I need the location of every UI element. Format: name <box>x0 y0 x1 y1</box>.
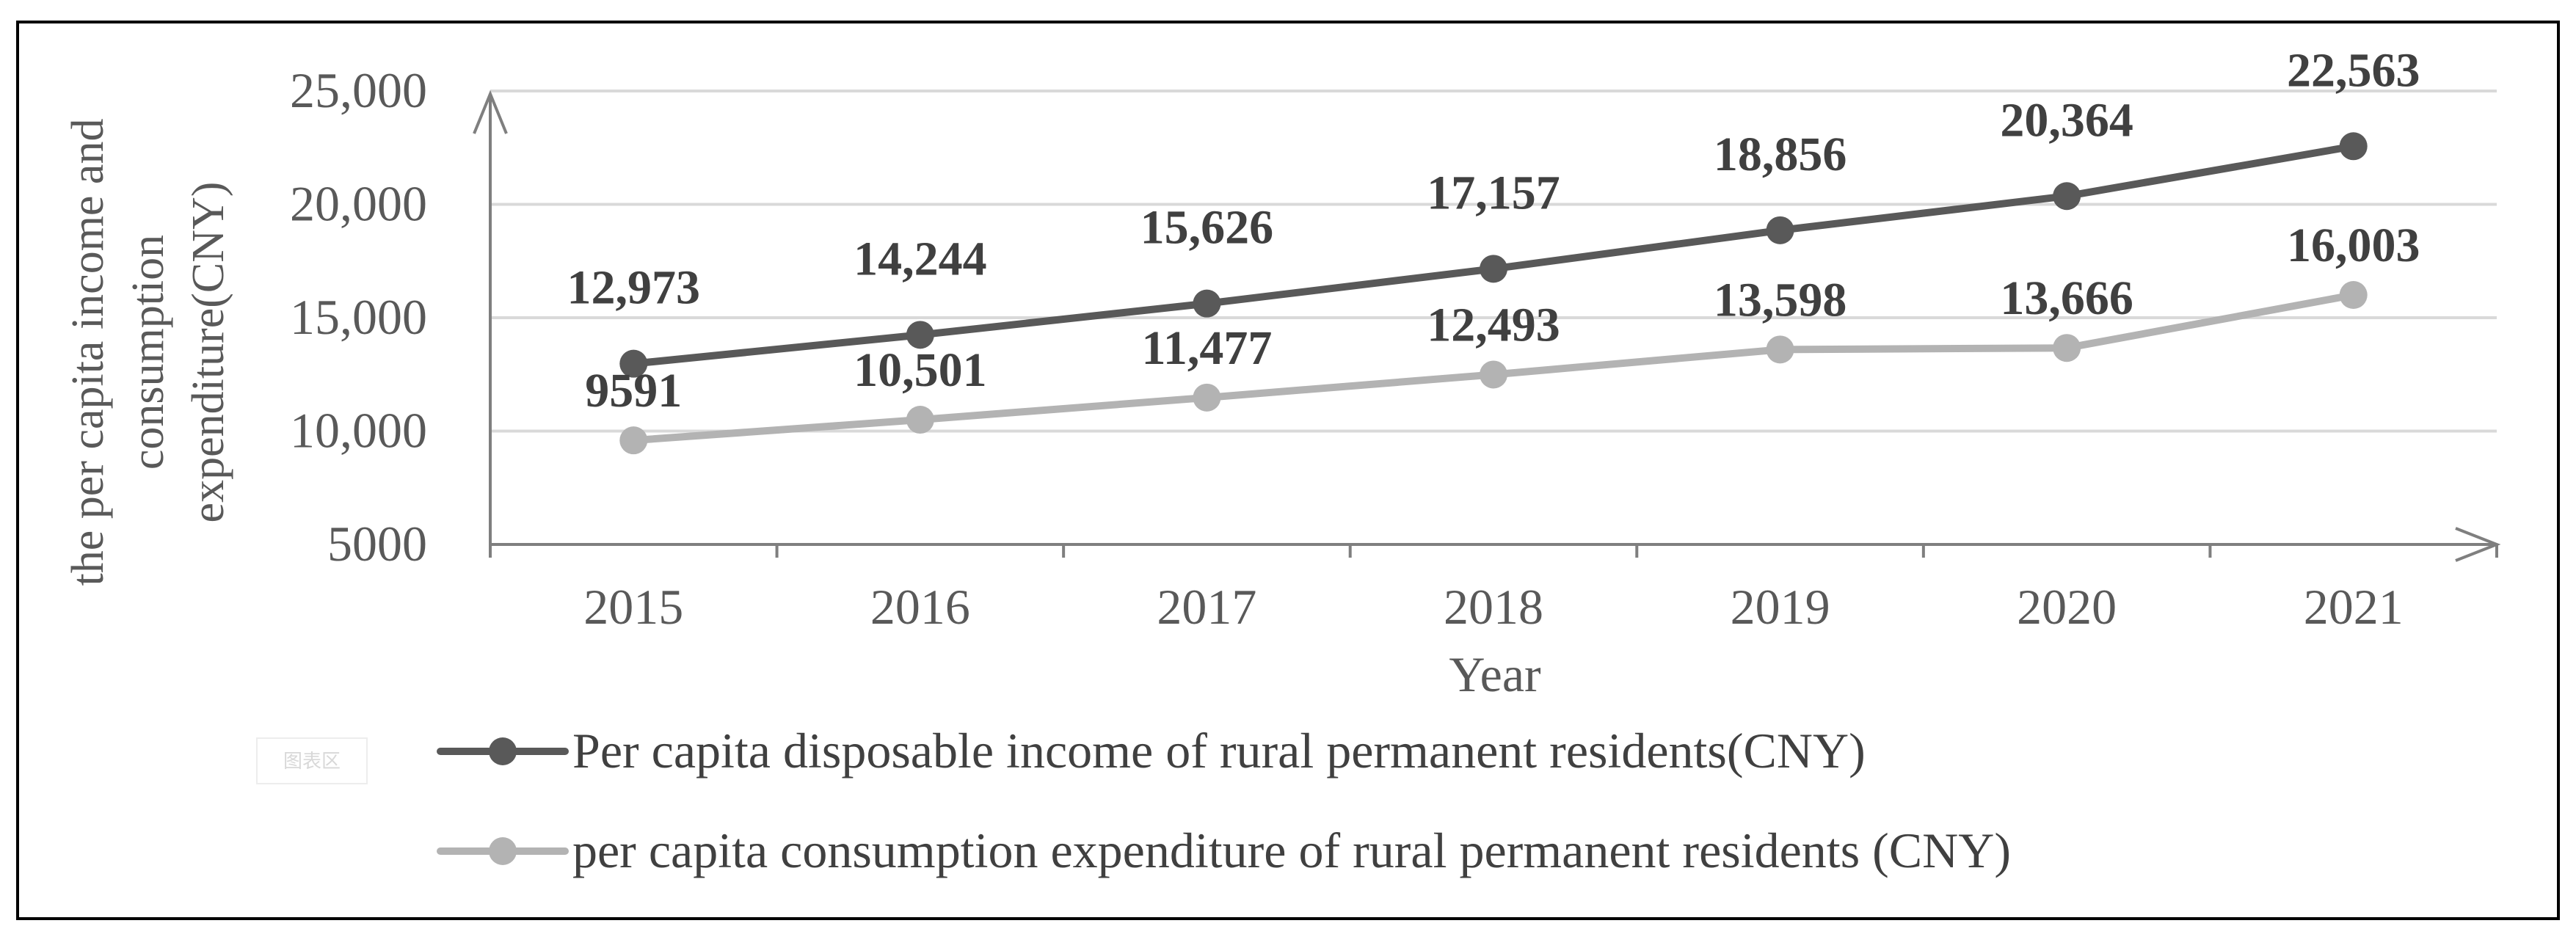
data-point <box>619 349 648 378</box>
legend-marker <box>489 837 517 865</box>
x-tick-label: 2021 <box>2304 579 2404 635</box>
gridlines <box>490 90 2497 433</box>
data-label: 22,563 <box>2287 43 2420 97</box>
legend-label: Per capita disposable income of rural pe… <box>572 723 1866 779</box>
data-point <box>2339 281 2368 310</box>
y-axis-title: the per capita income and consumption expe… <box>63 119 233 586</box>
x-tick-label: 2020 <box>2017 579 2117 635</box>
data-label: 10,501 <box>854 343 987 397</box>
legend-label: per capita consumption expenditure of ru… <box>572 823 2011 878</box>
data-point <box>619 426 648 455</box>
y-axis-title-line: consumption <box>123 235 173 470</box>
data-label: 20,364 <box>2000 93 2133 147</box>
y-tick-label: 10,000 <box>290 403 427 459</box>
data-point <box>906 321 934 349</box>
x-axis-ticks: 2015 2016 2017 2018 2019 2020 2021 <box>583 579 2403 635</box>
x-tick-label: 2018 <box>1444 579 1543 635</box>
data-point <box>2339 132 2368 161</box>
data-point <box>1193 289 1221 318</box>
y-axis-title-line: expenditure(CNY) <box>183 182 233 523</box>
x-axis-title: Year <box>1449 646 1541 702</box>
data-point <box>2053 334 2081 362</box>
legend: Per capita disposable income of rural pe… <box>437 723 2011 878</box>
data-label: 13,598 <box>1714 273 1847 327</box>
y-tick-label: 20,000 <box>290 176 427 232</box>
legend-marker <box>489 737 517 765</box>
data-point <box>906 406 934 434</box>
data-point <box>1480 360 1507 389</box>
y-axis-ticks: 5000 10,000 15,000 20,000 25,000 <box>290 62 427 572</box>
data-point <box>1766 335 1794 364</box>
chart-frame <box>16 21 2560 920</box>
data-label: 9591 <box>585 364 682 418</box>
data-point <box>1480 255 1507 283</box>
series-group <box>619 132 2368 455</box>
data-label: 14,244 <box>854 232 987 285</box>
data-label: 17,157 <box>1427 166 1560 219</box>
data-label: 12,973 <box>567 261 701 315</box>
y-tick-label: 5000 <box>327 516 427 572</box>
data-point <box>1766 216 1794 244</box>
data-label: 13,666 <box>2000 271 2133 325</box>
data-point <box>2053 182 2081 211</box>
y-tick-label: 25,000 <box>290 62 427 118</box>
x-tick-label: 2016 <box>870 579 970 635</box>
data-label: 18,856 <box>1714 128 1847 181</box>
y-axis-arrow <box>473 90 508 134</box>
axes <box>473 90 2501 562</box>
data-label: 12,493 <box>1427 298 1560 351</box>
chart-area-watermark: 图表区 <box>283 751 341 773</box>
data-label: 15,626 <box>1140 201 1274 255</box>
data-label: 16,003 <box>2287 219 2420 272</box>
x-tick-label: 2017 <box>1157 579 1256 635</box>
x-tick-label: 2015 <box>583 579 683 635</box>
data-point <box>1193 383 1221 412</box>
y-axis-title-line: the per capita income and <box>63 119 113 586</box>
data-labels: 12,973 14,244 15,626 17,157 18,856 20,364 22,5… <box>567 43 2420 418</box>
data-label: 11,477 <box>1141 321 1272 375</box>
y-tick-label: 15,000 <box>290 289 427 345</box>
x-tick-label: 2019 <box>1731 579 1830 635</box>
chart-area-watermark-box <box>256 737 368 784</box>
